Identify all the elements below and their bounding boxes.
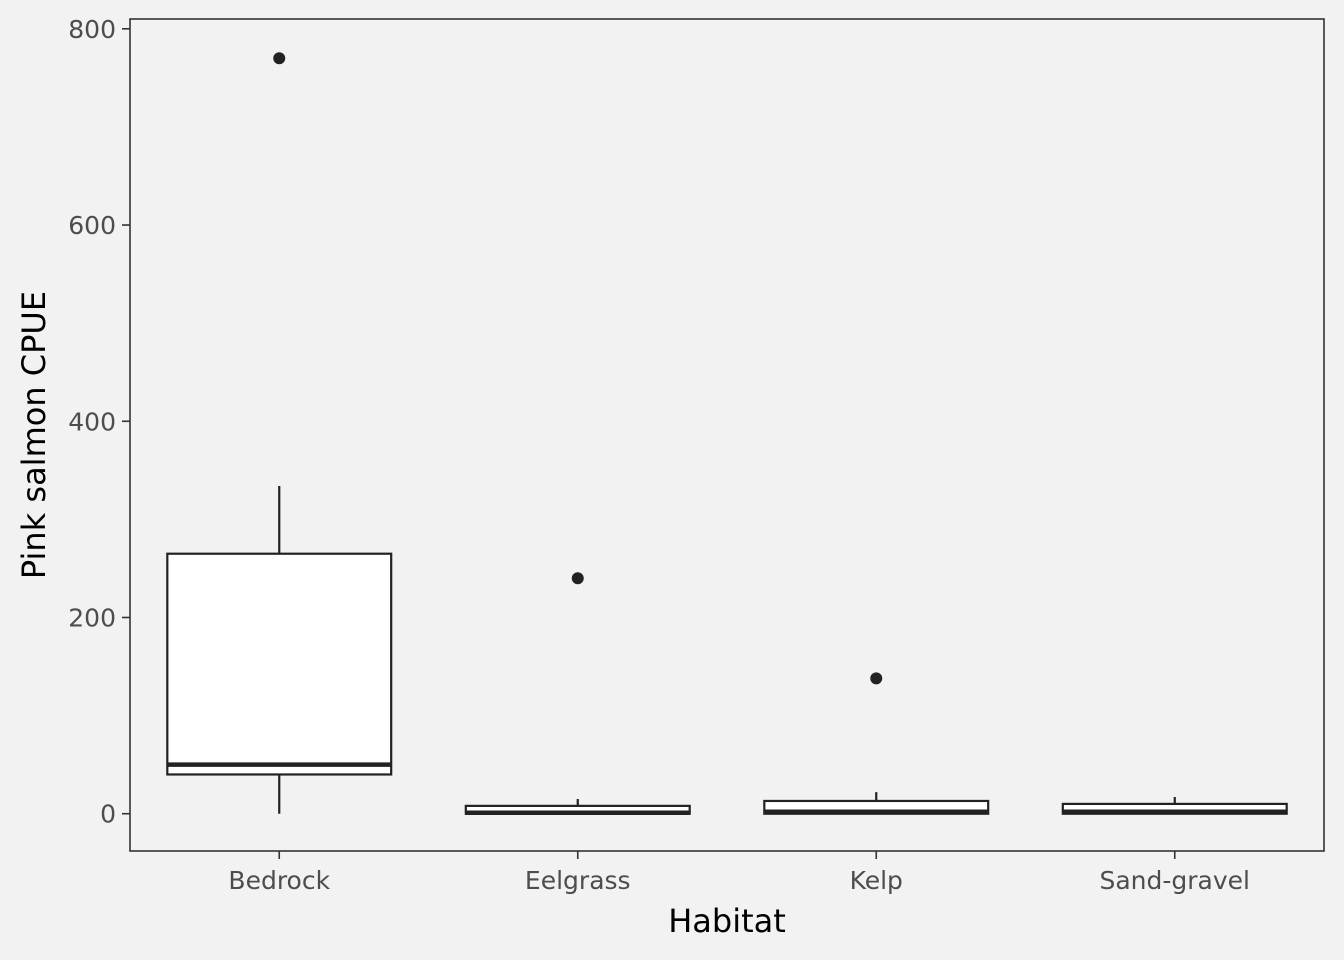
x-tick-label: Bedrock bbox=[228, 866, 330, 895]
x-axis-title: Habitat bbox=[668, 902, 786, 940]
outlier-point bbox=[273, 52, 286, 65]
y-tick-label: 800 bbox=[68, 15, 116, 44]
outlier-point bbox=[571, 572, 584, 585]
box-group bbox=[166, 52, 393, 814]
y-tick-label: 400 bbox=[68, 407, 116, 436]
y-axis: 0 200 400 600 800 bbox=[68, 15, 130, 829]
box-group bbox=[763, 672, 990, 815]
y-tick-label: 0 bbox=[100, 800, 116, 829]
box-group bbox=[464, 572, 691, 815]
box bbox=[166, 552, 393, 776]
box-group bbox=[1061, 797, 1288, 815]
boxes bbox=[166, 52, 1288, 815]
x-axis: Bedrock Eelgrass Kelp Sand-gravel bbox=[228, 851, 1250, 895]
panel-border bbox=[129, 18, 1325, 852]
outlier-point bbox=[870, 672, 883, 685]
y-axis-title: Pink salmon CPUE bbox=[15, 291, 53, 579]
x-tick-label: Kelp bbox=[850, 866, 903, 895]
y-tick-label: 200 bbox=[68, 603, 116, 632]
x-tick-label: Sand-gravel bbox=[1099, 866, 1250, 895]
x-tick-label: Eelgrass bbox=[525, 866, 631, 895]
y-tick-label: 600 bbox=[68, 211, 116, 240]
